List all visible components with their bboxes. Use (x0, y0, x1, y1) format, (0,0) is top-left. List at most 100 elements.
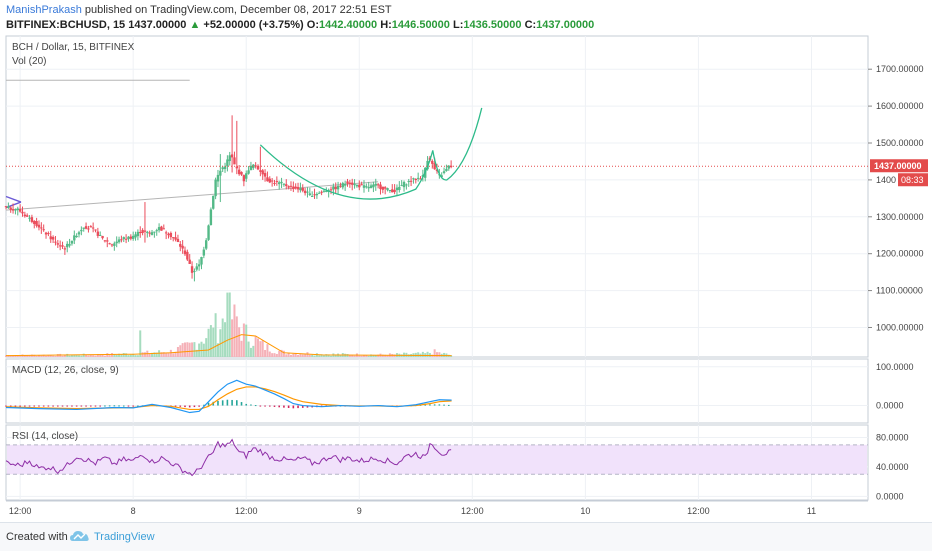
candle-body (30, 217, 34, 222)
countdown-label: 08:33 (901, 175, 924, 185)
price-pane[interactable] (5, 35, 869, 358)
volume-bar (28, 355, 31, 357)
candle-body (18, 209, 22, 212)
drawing-trend-line[interactable] (5, 181, 379, 211)
volume-bar (450, 355, 453, 357)
volume-bar (42, 354, 45, 357)
candle-body (16, 208, 19, 211)
chart-canvas[interactable]: 12:00 8 12:00 9 12:00 10 12:00 11 1700.00000 1600… (0, 34, 932, 522)
candle-body (131, 235, 135, 239)
candle-body (82, 227, 85, 229)
volume-bar (54, 356, 57, 357)
volume-bar (99, 355, 102, 357)
candle-body (153, 231, 156, 233)
volume-bar (52, 355, 55, 357)
drawing-projection-curve[interactable] (432, 107, 483, 181)
volume-bar (179, 345, 182, 357)
macd-histogram-bar (108, 405, 111, 407)
volume-bar (252, 345, 255, 357)
volume-bar (61, 355, 64, 357)
candle-body (263, 173, 267, 177)
candle-body (287, 186, 290, 188)
candle-body (4, 206, 8, 208)
volume-bar (245, 324, 248, 357)
x-tick-label: 8 (131, 506, 136, 516)
candle-body (381, 186, 385, 190)
candle-body (306, 191, 309, 193)
volume-legend: Vol (20) (12, 56, 46, 67)
x-tick-label: 12:00 (235, 506, 258, 516)
candle-body (80, 229, 83, 232)
volume-bar (327, 354, 330, 357)
volume-bar (73, 354, 76, 357)
volume-bar (386, 355, 389, 357)
volume-bar (113, 354, 116, 357)
author-link[interactable]: ManishPrakash (6, 4, 82, 16)
macd-histogram-bar (132, 405, 134, 407)
candle-body (412, 178, 415, 180)
macd-histogram-bar (85, 405, 87, 407)
tradingview-brand[interactable]: TradingView (94, 531, 155, 543)
volume-bar (384, 354, 387, 357)
candle-body (143, 230, 147, 232)
volume-bar (181, 343, 184, 357)
drawing-cup-curve[interactable] (259, 144, 434, 200)
volume-bar (438, 352, 441, 357)
volume-bar (106, 353, 109, 357)
candle-body (202, 249, 206, 256)
volume-bar (7, 355, 10, 357)
macd-histogram-bar (94, 405, 97, 407)
macd-histogram-bar (240, 402, 243, 406)
volume-bar (151, 352, 154, 357)
candle-body (383, 187, 387, 189)
candle-body (214, 179, 217, 197)
candle-body (200, 257, 203, 265)
macd-histogram-bar (193, 405, 196, 408)
volume-bar (134, 355, 137, 357)
candle-body (433, 163, 436, 170)
volume-bar (289, 354, 292, 357)
candle-body (320, 191, 323, 193)
candle-body (47, 233, 50, 235)
candle-body (58, 245, 62, 247)
volume-bar (200, 341, 203, 357)
macd-histogram-bar (254, 405, 257, 407)
macd-histogram-bar (207, 402, 210, 406)
candle-body (391, 189, 394, 193)
volume-bar (224, 322, 227, 357)
candle-body (190, 266, 194, 273)
price-y-tick-label: 1000.00000 (876, 322, 924, 332)
candle-body (176, 238, 180, 243)
volume-bar (101, 354, 104, 357)
macd-histogram-bar (24, 405, 26, 407)
volume-bar (365, 355, 368, 357)
macd-histogram-bar (438, 404, 441, 406)
price-pane-title: BCH / Dollar, 15, BITFINEX (12, 42, 135, 53)
volume-bar (330, 355, 333, 357)
candle-body (14, 209, 17, 211)
volume-bar (226, 292, 229, 357)
volume-bar (12, 355, 15, 357)
candle-body (77, 232, 81, 235)
candle-body (117, 239, 121, 243)
volume-bar (87, 355, 90, 357)
candle-body (209, 209, 213, 226)
volume-bar (110, 353, 113, 357)
macd-pane[interactable] (5, 358, 869, 424)
volume-bar (118, 353, 121, 357)
volume-bar (214, 313, 217, 357)
candle-body (303, 190, 307, 194)
volume-bar (278, 350, 281, 357)
candle-body (94, 229, 97, 231)
candle-body (33, 220, 36, 225)
candle-body (157, 227, 161, 231)
candle-body (416, 177, 420, 179)
candle-body (435, 169, 439, 172)
volume-bar (313, 355, 316, 357)
candle-body (339, 185, 342, 187)
volume-bar (339, 354, 342, 357)
macd-histogram-bar (99, 405, 102, 407)
volume-bar (141, 352, 144, 357)
candle-body (66, 243, 69, 248)
x-tick-label: 11 (807, 506, 816, 516)
